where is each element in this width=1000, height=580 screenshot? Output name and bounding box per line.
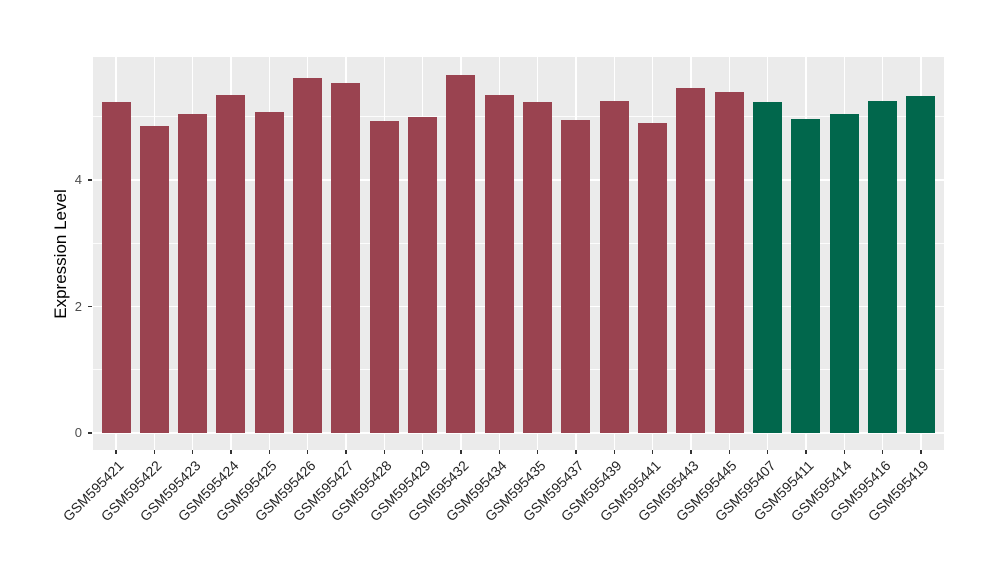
bar-GSM595445 — [714, 92, 744, 433]
bar-GSM595426 — [293, 77, 323, 433]
x-tick-mark — [652, 450, 654, 454]
y-tick-mark — [88, 179, 92, 181]
x-tick-mark — [843, 450, 845, 454]
x-tick-mark — [230, 450, 232, 454]
x-tick-mark — [613, 450, 615, 454]
x-tick-mark — [307, 450, 309, 454]
x-tick-mark — [690, 450, 692, 454]
y-minor-gridline — [93, 116, 944, 118]
y-tick-mark — [88, 305, 92, 308]
y-minor-gridline — [93, 369, 944, 371]
x-tick-mark — [383, 450, 385, 454]
x-tick-mark — [537, 450, 539, 454]
bar-GSM595425 — [254, 111, 284, 433]
bar-GSM595424 — [216, 95, 246, 433]
y-tick-label: 0 — [74, 425, 82, 440]
x-tick-mark — [882, 450, 884, 454]
x-tick-mark — [920, 450, 922, 454]
x-tick-mark — [498, 450, 500, 454]
bar-GSM595428 — [369, 121, 399, 433]
x-tick-mark — [115, 450, 117, 454]
bar-GSM595427 — [331, 83, 361, 433]
x-tick-mark — [728, 450, 730, 454]
bar-GSM595419 — [906, 95, 936, 433]
x-tick-mark — [805, 450, 807, 454]
bar-GSM595429 — [408, 117, 438, 433]
x-tick-mark — [345, 450, 347, 454]
x-tick-mark — [422, 450, 424, 454]
y-tick-label: 2 — [74, 298, 82, 314]
plot-panel — [93, 57, 944, 450]
bar-GSM595421 — [101, 101, 131, 433]
bar-GSM595432 — [446, 75, 476, 433]
x-tick-mark — [192, 450, 194, 454]
x-tick-mark — [268, 450, 270, 454]
y-major-gridline — [93, 179, 944, 181]
bar-GSM595423 — [178, 114, 208, 433]
y-major-gridline — [93, 305, 944, 308]
y-major-gridline — [93, 432, 944, 434]
bar-GSM595411 — [791, 118, 821, 433]
bar-GSM595414 — [829, 114, 859, 433]
bar-GSM595435 — [523, 101, 553, 433]
bar-GSM595434 — [484, 94, 514, 433]
y-minor-gridline — [93, 242, 944, 244]
x-tick-mark — [767, 450, 769, 454]
y-tick-mark — [88, 432, 92, 434]
y-tick-label: 4 — [74, 172, 82, 187]
bar-GSM595407 — [753, 101, 783, 433]
x-tick-mark — [460, 450, 462, 454]
bar-GSM595422 — [139, 125, 169, 433]
bar-GSM595437 — [561, 119, 591, 433]
x-tick-mark — [153, 450, 155, 454]
bar-GSM595439 — [599, 100, 629, 433]
x-tick-mark — [575, 450, 577, 454]
bar-GSM595443 — [676, 88, 706, 433]
bar-GSM595441 — [638, 123, 668, 433]
bar-GSM595416 — [868, 100, 898, 433]
